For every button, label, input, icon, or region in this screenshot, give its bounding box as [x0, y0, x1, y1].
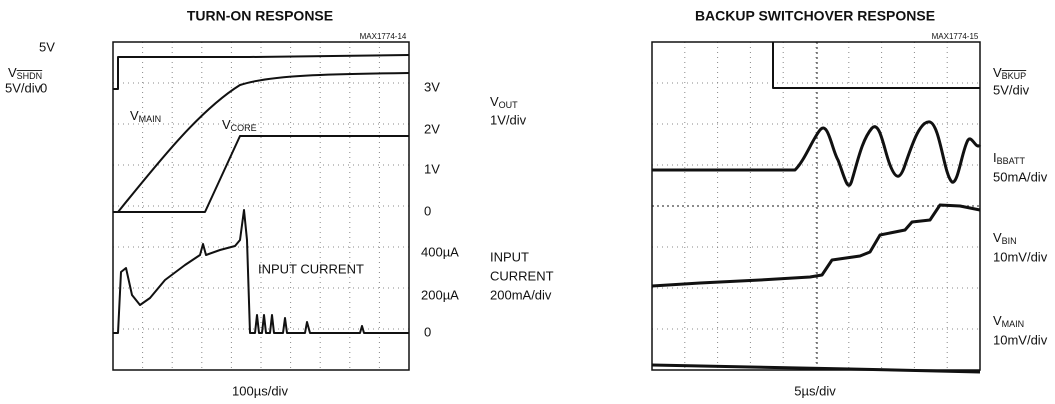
current-label: 200mA/div [490, 287, 552, 302]
trace-label: VBIN [993, 230, 1017, 246]
trace-scale: 10mV/div [993, 332, 1048, 347]
input-current-label: INPUT CURRENT [258, 261, 364, 276]
left-timebase: 100µs/div [232, 383, 288, 398]
tick: 0 [424, 203, 431, 218]
left-grid [113, 42, 409, 370]
trace-scale: 10mV/div [993, 249, 1048, 264]
current-label: INPUT [490, 249, 529, 264]
shdn-trace [113, 54, 410, 90]
tick: 2V [424, 121, 440, 136]
left-code: MAX1774-14 [360, 32, 407, 41]
tick: 400µA [421, 244, 459, 259]
shdn-scale: 5V/div [5, 80, 42, 95]
ibbatt-trace [652, 120, 982, 187]
right-frame [651, 41, 981, 371]
shdn-zero: 0 [40, 80, 47, 95]
vcore-label: VCORE [222, 117, 257, 133]
trace-label: IBBATT [993, 150, 1025, 166]
trace-scale: 50mA/div [993, 169, 1048, 184]
tick: 200µA [421, 287, 459, 302]
vbin-trace [651, 203, 981, 288]
trace-label: VMAIN [993, 313, 1024, 329]
vmain-label: VMAIN [130, 108, 161, 124]
tick: 3V [424, 79, 440, 94]
vout-label: VOUT [490, 94, 518, 110]
trace-scale: 5V/div [993, 82, 1030, 97]
current-label: CURRENT [490, 268, 554, 283]
tick: 1V [424, 161, 440, 176]
right-timebase: 5µs/div [794, 383, 836, 398]
vout-scale: 1V/div [490, 112, 527, 127]
shdn-label: VSHDN [8, 65, 42, 81]
left-title: TURN-ON RESPONSE [187, 8, 333, 24]
right-code: MAX1774-15 [932, 32, 979, 41]
left-frame [112, 41, 410, 371]
bkup-trace [772, 42, 980, 89]
right-grid [652, 42, 980, 370]
right-title: BACKUP SWITCHOVER RESPONSE [695, 8, 935, 24]
trace-label: VBKUP [993, 65, 1026, 81]
shdn-top: 5V [39, 39, 55, 54]
vmain-trace [651, 363, 981, 374]
vcore-trace [113, 135, 409, 213]
vmain-trace [113, 72, 410, 213]
current-trace [113, 209, 409, 334]
tick: 0 [424, 324, 431, 339]
